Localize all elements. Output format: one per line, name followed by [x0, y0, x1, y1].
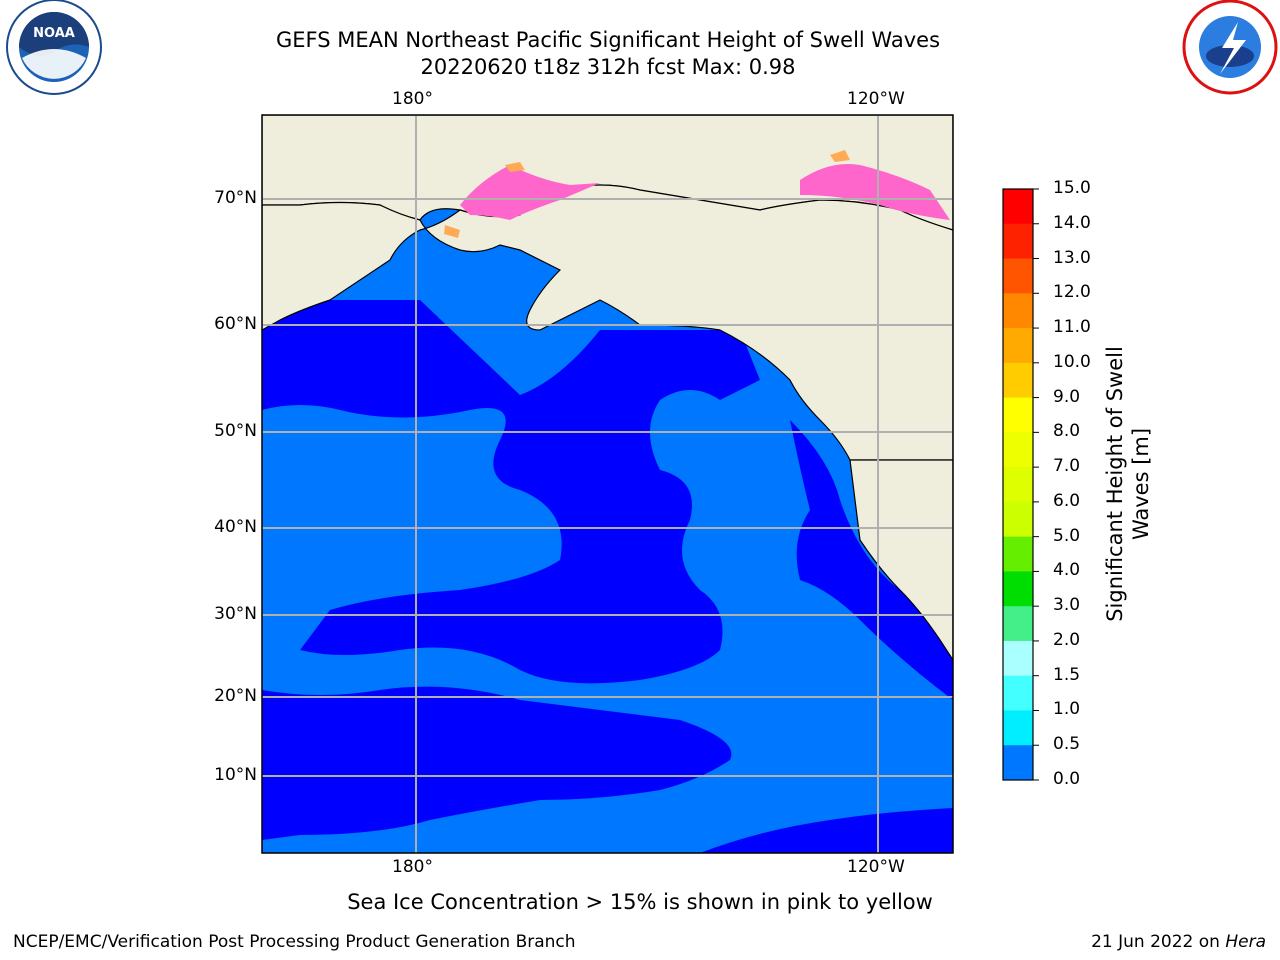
colorbar-tick-label: 1.0	[1053, 699, 1081, 720]
colorbar-segment	[1003, 362, 1033, 399]
colorbar-tick-label: 14.0	[1053, 212, 1091, 233]
noaa-logo: NOAA	[6, 0, 102, 95]
colorbar-segment	[1003, 293, 1033, 329]
colorbar-tick-label: 3.0	[1053, 595, 1081, 616]
lat-label-10n: 10°N	[214, 765, 257, 785]
footer-date-text: 21 Jun 2022 on	[1091, 932, 1220, 952]
noaa-logo-text: NOAA	[33, 26, 75, 41]
colorbar-segment	[1003, 710, 1033, 746]
lon-label-top-180: 180°	[392, 89, 433, 109]
colorbar-segment	[1003, 397, 1033, 433]
nws-logo	[1182, 0, 1278, 95]
colorbar-tick-label: 5.0	[1053, 525, 1081, 546]
swell-zone-southeast	[700, 808, 953, 853]
colorbar-tick-label: 0.0	[1053, 769, 1081, 789]
sea-ice-beaufort	[800, 164, 950, 220]
colorbar-segment	[1003, 640, 1033, 677]
colorbar-tick-label: 8.0	[1053, 421, 1081, 442]
lat-label-50n: 50°N	[214, 421, 257, 441]
colorbar-segment	[1003, 328, 1033, 364]
footer-date: 21 Jun 2022 on Hera	[1091, 932, 1266, 952]
colorbar-tick-label: 13.0	[1053, 247, 1091, 268]
graticule	[262, 115, 953, 853]
lat-label-30n: 30°N	[214, 604, 257, 624]
colorbar-title-line1: Significant Height of Swell	[1103, 346, 1127, 622]
swell-zone-north	[262, 300, 760, 684]
colorbar-title-line2: Waves [m]	[1129, 427, 1153, 541]
colorbar-tick-label: 1.5	[1053, 664, 1081, 685]
colorbar-tick-label: 0.5	[1053, 734, 1081, 755]
colorbar-tick-label: 2.0	[1053, 629, 1081, 650]
lat-label-40n: 40°N	[214, 517, 257, 537]
colorbar-title: Significant Height of Swell Waves [m]	[1102, 346, 1154, 622]
colorbar-segment	[1003, 432, 1033, 468]
lon-label-top-120w: 120°W	[847, 89, 905, 109]
colorbar	[1002, 188, 1039, 781]
lat-label-20n: 20°N	[214, 686, 257, 706]
footer-producer: NCEP/EMC/Verification Post Processing Pr…	[13, 932, 576, 952]
colorbar-segment	[1003, 745, 1033, 781]
colorbar-segment	[1003, 223, 1033, 260]
colorbar-frame	[1002, 188, 1034, 781]
colorbar-tick-label: 11.0	[1053, 317, 1091, 338]
colorbar-segment	[1003, 536, 1033, 572]
land-north-america	[849, 459, 953, 662]
colorbar-segment	[1003, 189, 1033, 225]
colorbar-tick-label: 9.0	[1053, 386, 1081, 407]
colorbar-tick-label: 6.0	[1053, 490, 1081, 511]
map-frame	[261, 114, 954, 854]
title-line1: GEFS MEAN Northeast Pacific Significant …	[275, 28, 941, 52]
sea-ice-chukchi	[460, 165, 600, 220]
lat-label-60n: 60°N	[214, 314, 257, 334]
colorbar-tick-label: 15.0	[1053, 178, 1091, 198]
colorbar-segment	[1003, 675, 1033, 711]
colorbar-segment	[1003, 571, 1033, 607]
lon-label-bottom-120w: 120°W	[847, 857, 905, 877]
map	[261, 114, 954, 854]
sea-ice-caption: Sea Ice Concentration > 15% is shown in …	[347, 890, 933, 914]
footer-host: Hera	[1225, 932, 1266, 952]
colorbar-tick-label: 12.0	[1053, 282, 1091, 303]
colorbar-tick-label: 4.0	[1053, 560, 1081, 581]
swell-zone-east	[790, 420, 953, 700]
colorbar-segment	[1003, 501, 1033, 538]
swell-zone-south	[262, 686, 732, 840]
lat-label-70n: 70°N	[214, 188, 257, 208]
colorbar-segment	[1003, 606, 1033, 642]
colorbar-tick-label: 10.0	[1053, 351, 1091, 372]
colorbar-tick-label: 7.0	[1053, 456, 1081, 477]
land-alaska	[262, 184, 953, 461]
colorbar-segment	[1003, 467, 1033, 503]
colorbar-segment	[1003, 258, 1033, 294]
title-line2: 20220620 t18z 312h fcst Max: 0.98	[420, 55, 796, 79]
lon-label-bottom-180: 180°	[392, 857, 433, 877]
